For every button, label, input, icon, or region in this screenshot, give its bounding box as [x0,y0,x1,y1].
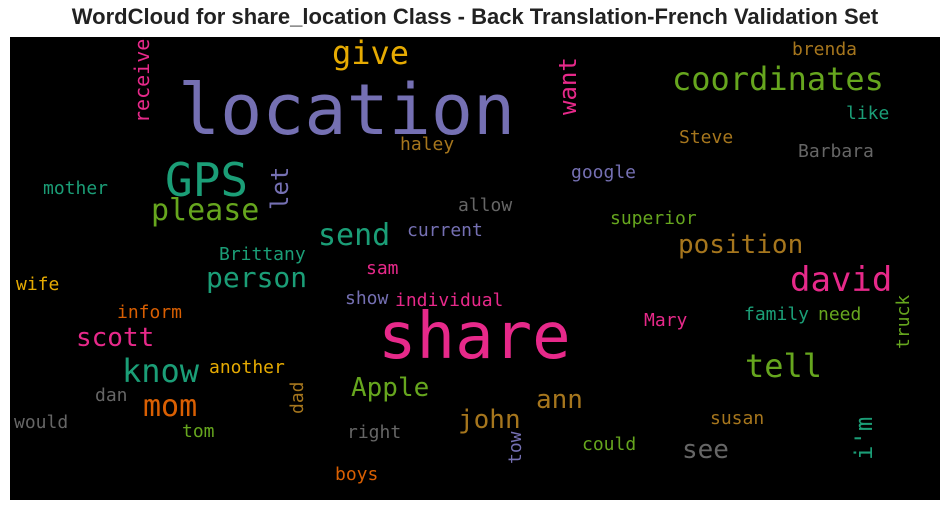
wordcloud-word: sam [366,258,399,279]
wordcloud-word: tell [745,347,823,385]
wordcloud-word: boys [335,464,379,485]
wordcloud-word: person [206,261,308,294]
wordcloud-word: Brittany [219,244,306,265]
wordcloud-word: like [846,103,890,124]
wordcloud-word: know [122,352,200,390]
wordcloud-word: Steve [679,127,734,148]
wordcloud-word: would [14,412,69,433]
wordcloud-word: inform [117,302,183,323]
wordcloud-word: coordinates [672,60,884,98]
wordcloud-canvas: location share GPS coordinates give please sen… [10,37,940,500]
wordcloud-word: location [178,69,516,151]
wordcloud-word: susan [710,408,765,429]
wordcloud-word: google [571,162,637,183]
wordcloud-word: send [318,218,391,253]
wordcloud-word: dan [95,385,128,406]
wordcloud-word: could [582,434,637,455]
wordcloud-word: give [332,37,410,72]
wordcloud-word: please [151,193,260,228]
wordcloud-word: family [744,304,810,325]
wordcloud-word: right [347,422,402,443]
wordcloud-word: position [678,230,804,260]
wordcloud-word: Barbara [798,141,874,162]
wordcloud-word: john [458,405,521,435]
wordcloud-word: show [345,288,389,309]
chart-title: WordCloud for share_location Class - Bac… [71,4,879,29]
wordcloud-word: i'm [850,416,878,460]
wordcloud-word: let [266,166,294,210]
wordcloud-word: GPS [165,153,249,207]
wordcloud-word: allow [458,195,513,216]
wordcloud-word: tow [505,431,526,464]
wordcloud-word: share [378,300,571,374]
wordcloud-word: see [682,435,729,465]
wordcloud-word: receive [130,38,154,123]
wordcloud-word: tom [182,421,215,442]
wordcloud-word: haley [400,134,455,155]
wordcloud-word: Mary [644,310,688,331]
wordcloud-word: david [790,260,893,300]
wordcloud-word: ann [536,385,583,415]
wordcloud-word: need [818,304,862,325]
wordcloud-word: mother [43,178,109,199]
wordcloud-word: Apple [351,373,430,403]
wordcloud-word: mom [143,389,198,424]
wordcloud-word: scott [76,323,155,353]
wordcloud-word: brenda [792,39,858,60]
wordcloud-word: want [554,57,582,115]
wordcloud-word: individual [395,290,504,311]
wordcloud-word: wife [16,274,60,295]
wordcloud-word: superior [610,208,697,229]
wordcloud-word: another [209,357,285,378]
wordcloud-word: truck [893,294,914,349]
wordcloud-word: dad [287,381,308,414]
wordcloud-word: current [407,220,483,241]
